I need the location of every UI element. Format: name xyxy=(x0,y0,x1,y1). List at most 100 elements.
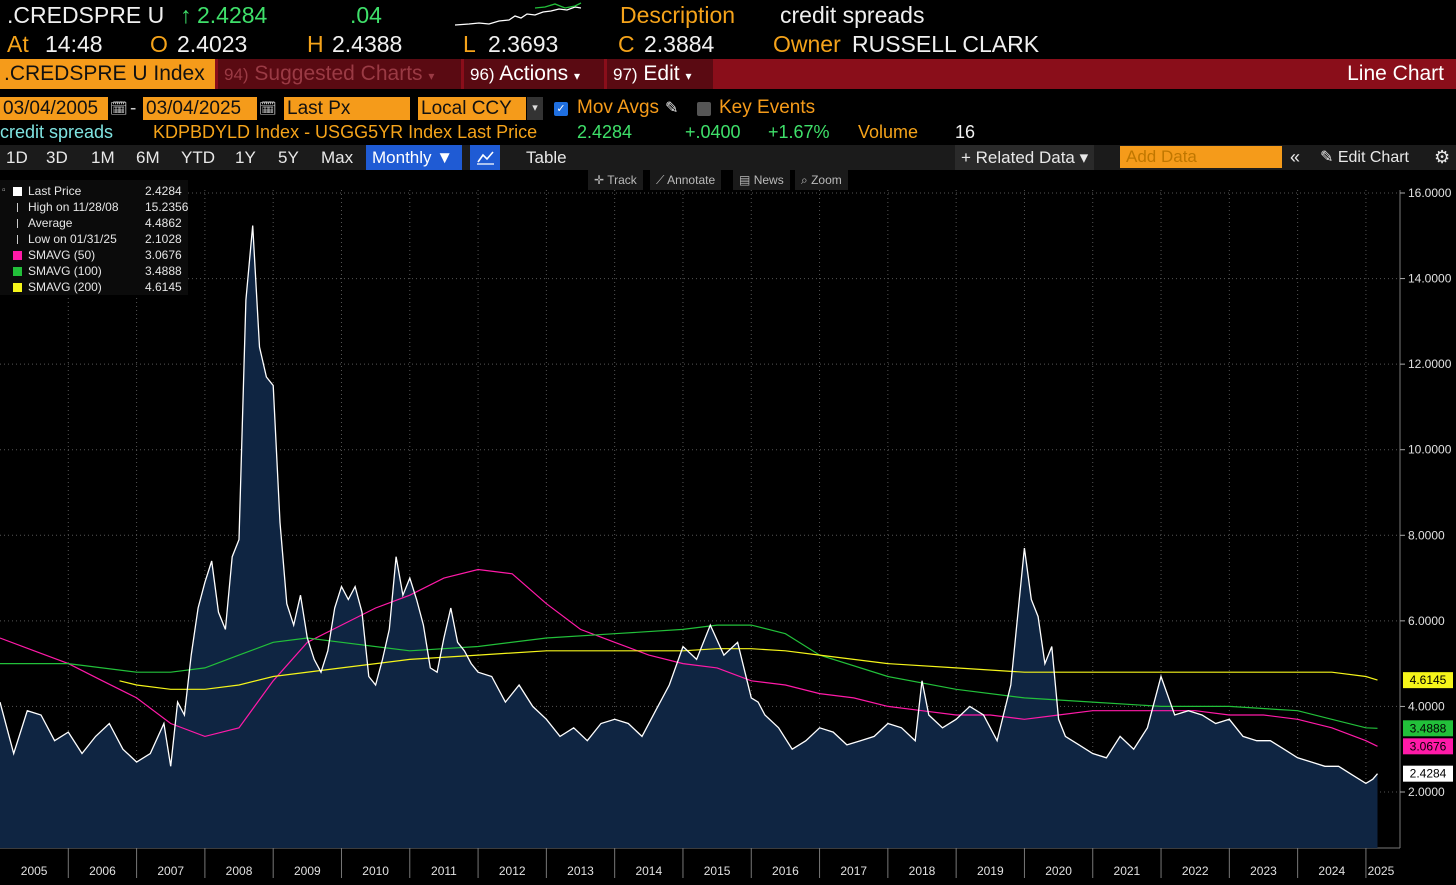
zoom-tool[interactable]: ⌕ Zoom xyxy=(795,170,848,190)
track-tool[interactable]: ✛ Track xyxy=(588,170,643,190)
currency-select[interactable]: Local CCY xyxy=(418,97,526,120)
chart-canvas[interactable]: 2005 2006 2007 2008 2009 2010 2011 2012 2013 2014… xyxy=(0,170,1456,885)
legend-value: 3.4888 xyxy=(145,264,182,278)
annotate-icon: ⟋ xyxy=(656,173,665,187)
track-label: Track xyxy=(607,173,637,187)
high-value: 2.4388 xyxy=(332,31,403,57)
period-max[interactable]: Max xyxy=(321,148,354,167)
owner-label: Owner xyxy=(773,31,841,57)
period-1d[interactable]: 1D xyxy=(6,148,28,167)
index-name-tab[interactable]: .CREDSPRE U Index xyxy=(0,59,215,89)
calendar-icon[interactable]: 🗓 xyxy=(259,100,277,116)
x-tick-label: 2013 xyxy=(567,864,594,878)
annotate-tool[interactable]: ⟋ Annotate xyxy=(650,170,722,190)
y-tick-label: 12.0000 xyxy=(1408,357,1452,371)
legend-label: Average xyxy=(28,216,73,230)
legend-label: High on 11/28/08 xyxy=(28,200,119,214)
x-tick-label: 2025 xyxy=(1368,864,1395,878)
period-5y[interactable]: 5Y xyxy=(278,148,299,167)
calendar-icon[interactable]: 🗓 xyxy=(110,100,128,116)
legend-value: 4.6145 xyxy=(145,280,182,294)
value-badge-label: 2.4284 xyxy=(1410,767,1447,781)
gear-icon[interactable]: ⚙ xyxy=(1434,147,1451,167)
x-tick-label: 2023 xyxy=(1250,864,1277,878)
series-formula: KDPBDYLD Index - USGG5YR Index Last Pric… xyxy=(153,122,538,142)
up-arrow-icon: ↑ xyxy=(180,2,192,28)
legend-value: 4.4862 xyxy=(145,216,182,230)
crosshair-icon: ✛ xyxy=(594,173,605,187)
legend-label: Last Price xyxy=(28,184,82,198)
start-date-field[interactable]: 03/04/2005 xyxy=(0,97,108,120)
period-6m[interactable]: 6M xyxy=(136,148,160,167)
table-button[interactable]: Table xyxy=(526,148,567,167)
value-badge xyxy=(1403,738,1453,755)
volume-label: Volume xyxy=(858,122,919,142)
end-date-field[interactable]: 03/04/2025 xyxy=(143,97,257,120)
info-change: +.0400 xyxy=(685,122,741,142)
actions-menu[interactable]: 96) Actions ▾ xyxy=(464,59,604,89)
legend-swatch xyxy=(13,267,22,276)
info-last: 2.4284 xyxy=(577,122,633,142)
x-tick-label: 2012 xyxy=(499,864,526,878)
legend-value: 3.0676 xyxy=(145,248,182,262)
collapse-icon[interactable]: « xyxy=(1290,147,1301,167)
sparkline xyxy=(455,2,582,26)
legend: Last Price 2.4284 High on 11/28/08 15.2356 A… xyxy=(0,180,188,295)
legend-swatch xyxy=(13,251,22,260)
mov-avgs-checkbox[interactable]: ✓ xyxy=(554,102,568,116)
period-1m[interactable]: 1M xyxy=(91,148,115,167)
suggested-charts-menu[interactable]: 94) Suggested Charts ▾ xyxy=(218,59,461,89)
y-tick-label: 8.0000 xyxy=(1408,528,1445,542)
frequency-select[interactable]: Monthly ▼ xyxy=(366,145,462,170)
edit-num: 97) xyxy=(613,65,638,84)
x-tick-label: 2021 xyxy=(1114,864,1141,878)
edit-chart-button[interactable]: ✎ Edit Chart xyxy=(1320,146,1409,169)
actions-label: Actions xyxy=(499,62,569,85)
currency-dropdown-arrow[interactable]: ▾ xyxy=(527,97,543,120)
news-label: News xyxy=(753,173,784,187)
y-tick-label: 6.0000 xyxy=(1408,614,1445,628)
key-events-checkbox[interactable] xyxy=(697,102,711,116)
x-tick-label: 2009 xyxy=(294,864,321,878)
key-events-label: Key Events xyxy=(719,97,816,118)
period-3d[interactable]: 3D xyxy=(46,148,68,167)
x-tick-label: 2016 xyxy=(772,864,799,878)
pencil-icon: ✎ xyxy=(1320,149,1334,166)
pencil-icon[interactable]: ✎ xyxy=(665,100,679,117)
x-tick-label: 2006 xyxy=(89,864,116,878)
period-1y[interactable]: 1Y xyxy=(235,148,256,167)
value-badge xyxy=(1403,672,1453,689)
mov-avgs-label: Mov Avgs xyxy=(577,97,660,118)
field-select[interactable]: Last Px xyxy=(284,97,410,120)
x-tick-label: 2017 xyxy=(840,864,867,878)
ticker: .CREDSPRE U xyxy=(7,2,165,28)
value-badge xyxy=(1403,720,1453,737)
close-label: C xyxy=(618,31,635,57)
add-data-input[interactable]: Add Data xyxy=(1120,146,1282,168)
news-tool[interactable]: ▤ News xyxy=(733,170,790,190)
last-price: 2.4284 xyxy=(197,2,268,28)
sma50-line xyxy=(0,568,1378,747)
legend-swatch xyxy=(17,235,18,244)
legend-collapse-icon[interactable]: ▫ xyxy=(2,185,6,196)
value-badge-label: 4.6145 xyxy=(1410,673,1447,687)
close-value: 2.3884 xyxy=(644,31,715,57)
value-badge xyxy=(1403,765,1453,782)
line-chart-toggle[interactable] xyxy=(470,145,500,170)
zoom-icon: ⌕ xyxy=(801,173,808,187)
chart-type-label: Line Chart xyxy=(1347,62,1444,85)
period-ytd[interactable]: YTD xyxy=(181,148,215,167)
x-tick-label: 2010 xyxy=(362,864,389,878)
high-label: H xyxy=(307,31,324,57)
news-icon: ▤ xyxy=(739,173,751,187)
actions-num: 96) xyxy=(470,65,495,84)
related-data-button[interactable]: + Related Data ▾ xyxy=(955,145,1095,170)
legend-swatch xyxy=(13,283,22,292)
y-tick-label: 10.0000 xyxy=(1408,443,1452,457)
date-separator: - xyxy=(130,98,137,119)
legend-label: Low on 01/31/25 xyxy=(28,232,117,246)
edit-menu[interactable]: 97) Edit ▾ xyxy=(607,59,713,89)
price-line xyxy=(0,225,1378,785)
y-tick-label: 14.0000 xyxy=(1408,272,1452,286)
open-value: 2.4023 xyxy=(177,31,248,57)
